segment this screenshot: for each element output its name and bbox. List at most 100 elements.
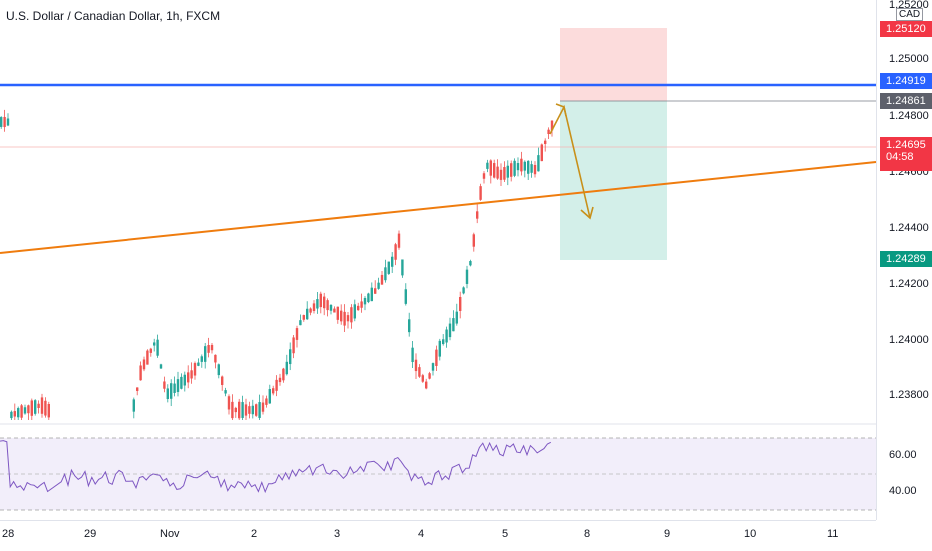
candle-body xyxy=(530,164,533,173)
candle-body xyxy=(425,381,428,389)
candle-body xyxy=(377,282,380,289)
candle-body xyxy=(224,390,227,394)
candle-body xyxy=(452,318,455,332)
candle-body xyxy=(261,402,265,412)
candle-body xyxy=(275,379,278,391)
candle-body xyxy=(197,362,200,366)
candle-body xyxy=(380,274,384,285)
candle-body xyxy=(234,407,237,413)
candle-body xyxy=(136,387,139,391)
candle-body xyxy=(445,329,448,343)
candle-body xyxy=(217,364,220,376)
candle-body xyxy=(418,367,421,377)
candle-body xyxy=(176,379,180,392)
take-profit-zone[interactable] xyxy=(560,101,667,260)
candle-body xyxy=(27,405,30,414)
candle-body xyxy=(343,311,346,326)
candlesticks xyxy=(0,109,554,420)
currency-label[interactable]: CAD xyxy=(896,8,924,21)
candle-body xyxy=(346,315,350,322)
candle-body xyxy=(265,398,268,405)
price-tick: 1.25000 xyxy=(889,53,929,65)
time-axis[interactable]: 28 29 Nov 2 3 4 5 8 9 10 11 xyxy=(0,520,876,551)
candle-body xyxy=(44,400,47,416)
candle-body xyxy=(30,400,33,416)
candle-body xyxy=(486,162,489,169)
stop-loss-zone[interactable] xyxy=(560,28,667,101)
candle-body xyxy=(428,373,431,379)
time-tick: 8 xyxy=(584,528,591,540)
candle-body xyxy=(411,347,414,363)
candle-body xyxy=(289,349,292,365)
candle-body xyxy=(326,300,329,311)
candle-body xyxy=(476,211,479,219)
candle-body xyxy=(244,404,248,416)
candle-body xyxy=(367,293,370,303)
candle-body xyxy=(319,293,322,308)
candle-body xyxy=(469,261,472,266)
candle-body xyxy=(547,129,550,135)
candle-body xyxy=(292,337,295,354)
candle-body xyxy=(455,311,458,324)
time-tick: 5 xyxy=(502,528,509,540)
trend-line[interactable] xyxy=(0,161,877,254)
candle-body xyxy=(459,296,462,312)
candle-body xyxy=(462,287,465,294)
candle-body xyxy=(132,399,135,412)
candle-body xyxy=(506,165,509,178)
candle-body xyxy=(431,363,435,371)
candle-body xyxy=(520,158,523,172)
candle-body xyxy=(0,117,3,127)
candle-body xyxy=(173,383,176,393)
candle-body xyxy=(316,299,319,309)
candle-body xyxy=(401,259,404,276)
candle-body xyxy=(3,116,6,128)
entry-price-label: 1.24861 xyxy=(880,93,932,109)
candle-body xyxy=(37,403,40,408)
candle-body xyxy=(282,368,285,381)
candle-body xyxy=(149,348,152,353)
candle-body xyxy=(227,396,231,410)
candle-body xyxy=(272,388,275,394)
price-tick: 1.24400 xyxy=(889,222,929,234)
last-price-label: 1.24695 04:58 xyxy=(880,137,932,171)
candle-body xyxy=(336,306,339,320)
candle-body xyxy=(306,308,309,320)
candle-body xyxy=(159,364,163,369)
candle-body xyxy=(414,359,418,372)
rsi-line xyxy=(0,440,552,494)
candle-body xyxy=(34,400,37,414)
candle-body xyxy=(391,256,394,267)
candle-body xyxy=(312,303,316,311)
candle-body xyxy=(163,381,166,389)
candle-body xyxy=(210,344,214,351)
candle-body xyxy=(204,346,207,362)
candle-body xyxy=(404,289,407,304)
candle-body xyxy=(221,376,224,385)
resistance-price-label: 1.24919 xyxy=(880,73,932,89)
candle-body xyxy=(540,144,543,162)
candle-body xyxy=(357,305,360,311)
candle-body xyxy=(146,350,149,365)
candle-body xyxy=(166,388,169,399)
candle-body xyxy=(20,405,23,418)
candle-body xyxy=(17,408,20,418)
candle-body xyxy=(329,304,333,311)
candle-body xyxy=(170,383,173,399)
candle-body xyxy=(241,402,244,418)
time-tick: 3 xyxy=(334,528,341,540)
candle-body xyxy=(448,323,452,338)
candle-body xyxy=(544,140,547,144)
candle-body xyxy=(278,377,282,383)
candle-body xyxy=(435,349,438,366)
candle-body xyxy=(299,320,302,326)
candle-body xyxy=(200,356,203,362)
time-tick: 11 xyxy=(827,528,839,540)
candle-body xyxy=(527,160,530,174)
candle-body xyxy=(472,234,475,247)
forecast-arrow[interactable] xyxy=(549,103,594,220)
candle-body xyxy=(408,319,411,333)
candle-body xyxy=(231,401,234,419)
candle-body xyxy=(360,301,363,308)
